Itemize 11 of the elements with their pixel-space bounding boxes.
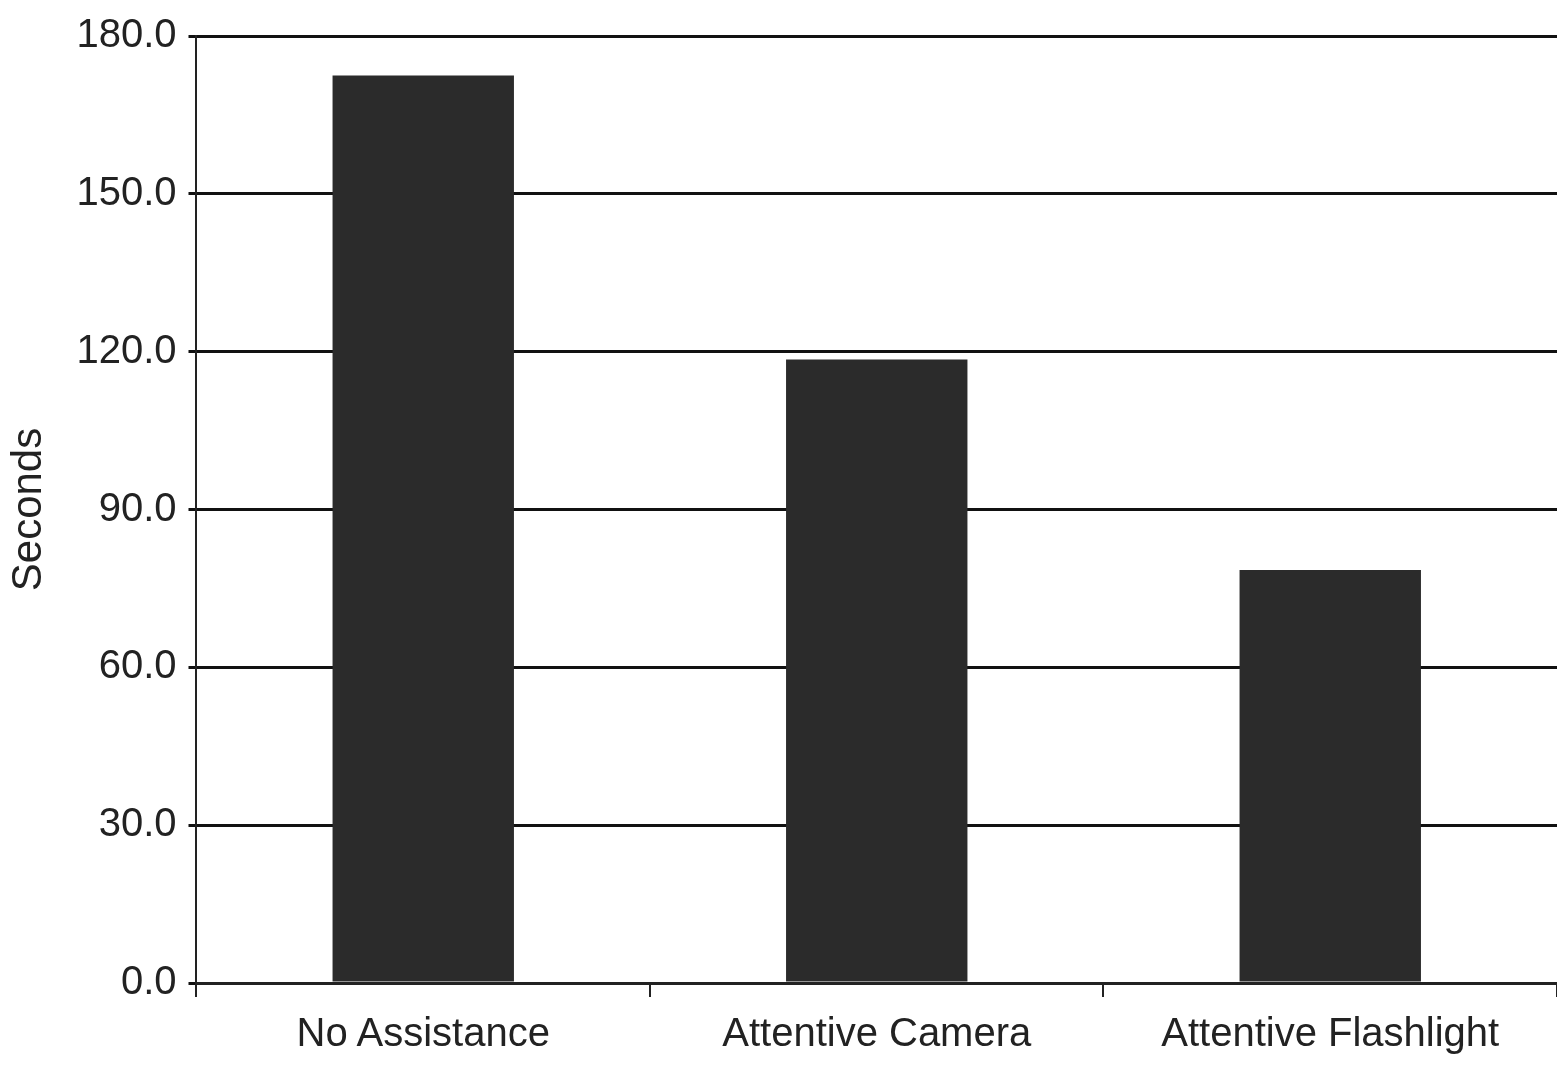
x-tick-label: Attentive Flashlight — [1161, 1010, 1500, 1055]
y-tick-label: 60.0 — [98, 642, 177, 687]
y-tick-label: 150.0 — [76, 168, 177, 213]
y-tick-label: 0.0 — [120, 958, 177, 1003]
y-tick-label: 30.0 — [98, 800, 177, 845]
y-tick-label: 90.0 — [98, 484, 177, 529]
y-tick-label: 120.0 — [76, 326, 177, 371]
y-tick-label: 180.0 — [76, 11, 177, 56]
x-tick-label: No Assistance — [296, 1010, 550, 1055]
x-tick-label: Attentive Camera — [722, 1010, 1033, 1055]
y-axis-title: Seconds — [2, 427, 50, 592]
